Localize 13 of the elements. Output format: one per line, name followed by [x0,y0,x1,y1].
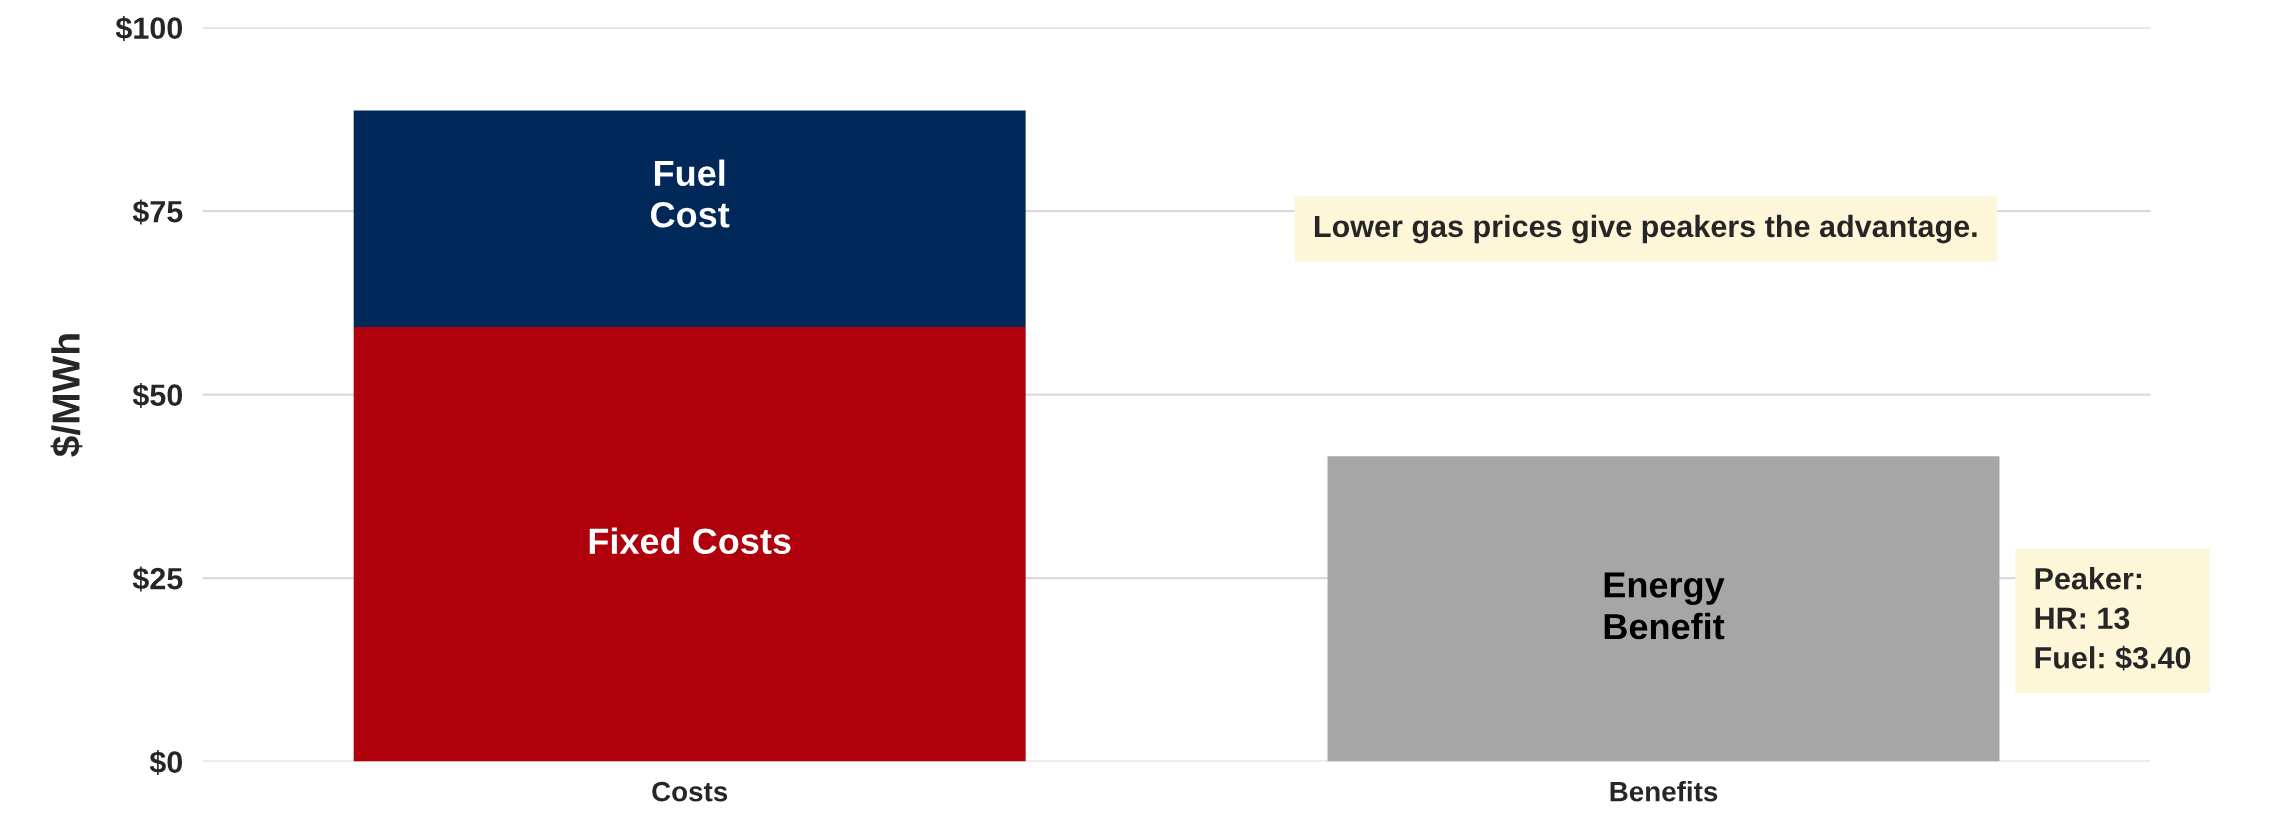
x-tick-label: Benefits [1610,781,1718,802]
annotation: Lower gas prices give peakers the advantage. [1314,214,1977,244]
y-axis-title: $/MWh [50,334,83,457]
y-tick-label: $50 [132,382,183,408]
y-tick-label: $0 [149,749,183,775]
y-tick-label: $100 [115,15,183,41]
y-tick-label: $25 [132,566,183,592]
series-label: Energy Benefit [1604,572,1725,640]
y-tick-label: $75 [132,199,183,225]
series-label: Fixed Costs [589,527,791,555]
annotation: Peaker: HR: 13 Fuel: $3.40 [2035,567,2191,671]
series-label: Fuel Cost [651,159,730,228]
x-tick-label: Costs [652,781,728,802]
